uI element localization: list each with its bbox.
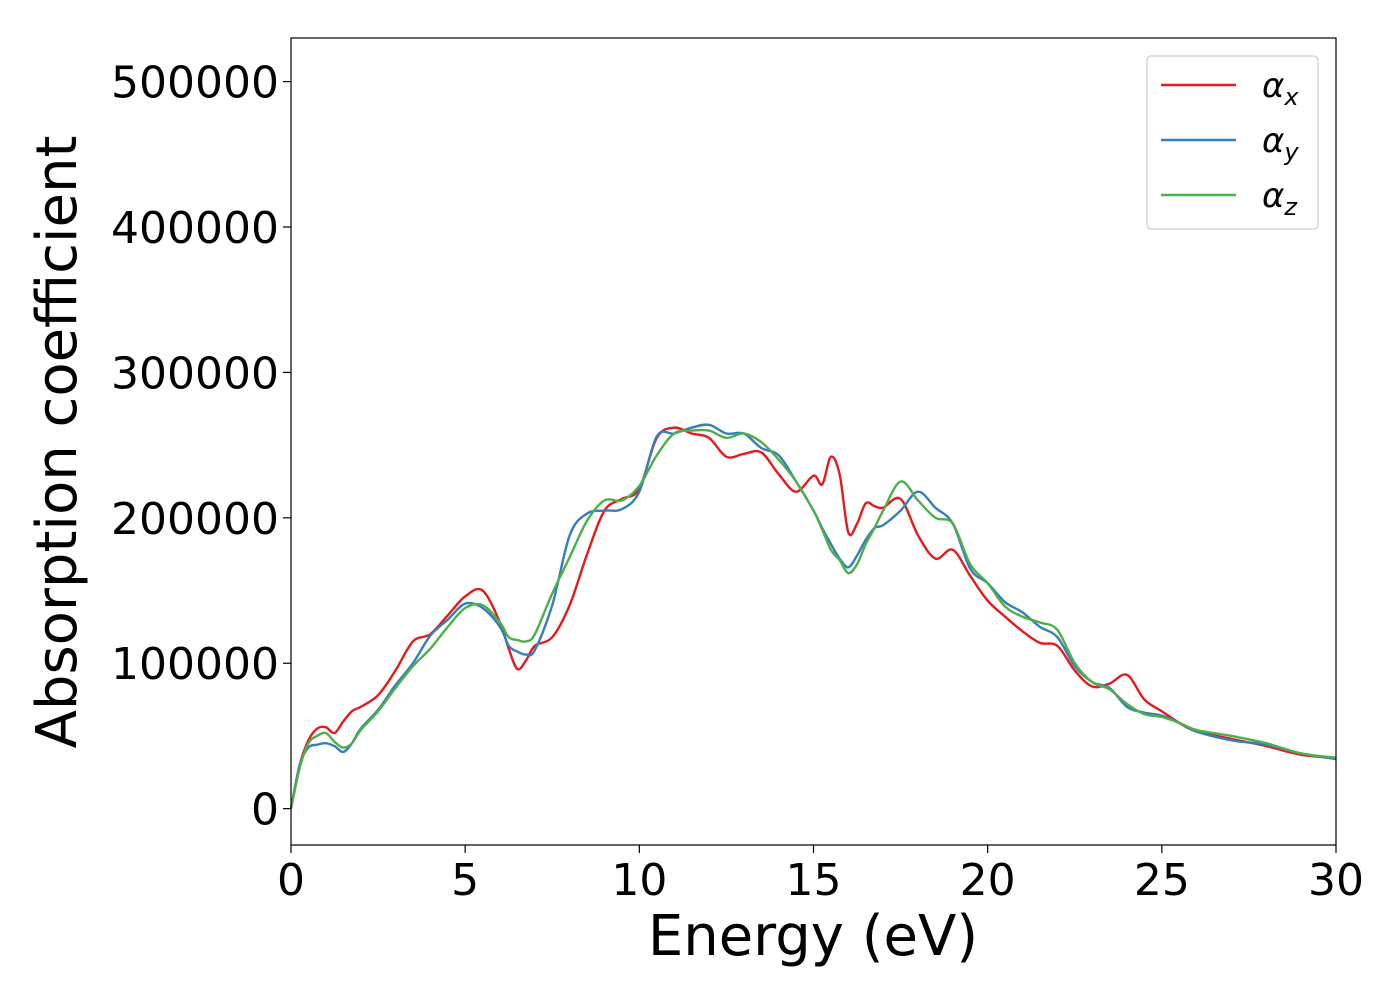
y-axis-label: Absorption coefficient (25, 136, 90, 749)
series-layer (289, 423, 1337, 809)
plot-frame (290, 37, 1337, 846)
series-line-alpha-z (289, 428, 1337, 809)
legend-subscript: y (1283, 138, 1299, 166)
y-tick-label: 400000 (111, 203, 279, 254)
x-tick-label: 25 (1134, 855, 1190, 906)
ticks-layer: 0 5 10 15 20 25 30 0 100000 200000 300000 400000 500… (111, 58, 1364, 906)
x-tick-label: 20 (960, 855, 1016, 906)
legend-subscript: x (1283, 83, 1299, 111)
legend-symbol: α (1262, 121, 1284, 161)
legend-box (1146, 55, 1319, 230)
y-tick-label: 100000 (111, 639, 279, 690)
legend-label-alpha-z: αz (1262, 176, 1298, 221)
y-tick-label: 200000 (111, 494, 279, 545)
x-tick-label: 15 (786, 855, 842, 906)
legend-symbol: α (1262, 176, 1284, 216)
x-axis-label: Energy (eV) (648, 904, 978, 969)
y-tick-label: 300000 (111, 348, 279, 399)
x-tick-label: 10 (611, 855, 667, 906)
series-line-alpha-y (289, 423, 1337, 809)
y-tick-label: 500000 (111, 58, 279, 109)
y-tick-label: 0 (251, 785, 279, 836)
series-line-alpha-x (289, 426, 1337, 809)
x-tick-label: 5 (451, 855, 479, 906)
x-tick-label: 0 (277, 855, 305, 906)
legend-label-alpha-y: αy (1262, 121, 1299, 166)
legend-symbol: α (1262, 66, 1284, 106)
legend-label-alpha-x: αx (1262, 66, 1299, 111)
legend-subscript: z (1283, 193, 1298, 221)
x-tick-label: 30 (1308, 855, 1364, 906)
